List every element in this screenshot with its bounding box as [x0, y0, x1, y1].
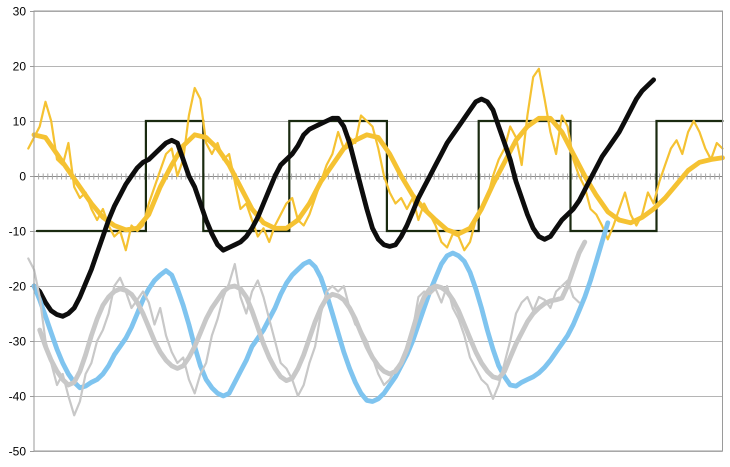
series-1: [31, 115, 725, 237]
y-tick-label: -20: [9, 280, 27, 294]
series-line: [27, 67, 724, 252]
y-tick-label: -40: [9, 390, 27, 404]
series-line: [31, 115, 725, 237]
series-line: [31, 77, 656, 319]
y-tick-label: -10: [9, 225, 27, 239]
series-line: [31, 220, 611, 404]
y-tick-label: 20: [13, 60, 27, 74]
plot-area-border: [33, 10, 723, 452]
y-tick-label: 10: [13, 115, 27, 129]
y-tick-label: -30: [9, 335, 27, 349]
series-line: [37, 239, 588, 388]
series-line: [35, 119, 724, 233]
series-2: [27, 67, 724, 252]
series-6: [27, 257, 581, 417]
series-group: [27, 67, 725, 417]
y-axis: 30 20 10 0 -10 -20 -30 -40 -50: [9, 5, 34, 459]
y-tick-label: 30: [13, 5, 27, 19]
series-0: [35, 119, 724, 233]
y-tick-label: 0: [19, 170, 26, 184]
series-line: [27, 257, 581, 417]
y-tick-label: -50: [9, 445, 27, 459]
series-5: [37, 239, 588, 388]
series-4: [31, 220, 611, 404]
series-3: [31, 77, 656, 319]
